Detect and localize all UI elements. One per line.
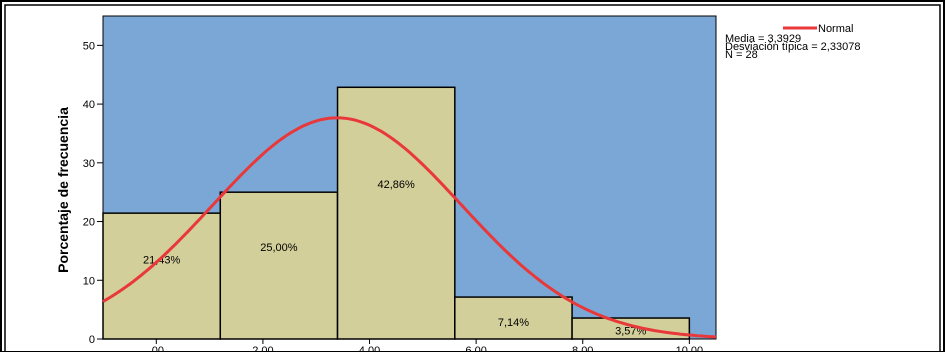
x-tick-label: 8.00 (572, 345, 593, 352)
y-tick-label: 20 (83, 217, 95, 229)
x-tick-label: .00 (149, 345, 164, 352)
legend-normal-label: Normal (818, 23, 853, 35)
x-axis: .00 2.00 4.00 6.00 8.00 10.00 (149, 339, 704, 357)
bar-data-label-1: 21,43% (143, 254, 181, 266)
histogram-bar-5 (571, 317, 691, 340)
y-axis-label: Porcentaje de frecuencia (55, 107, 71, 273)
bar-data-label-3: 42,86% (378, 179, 416, 191)
bar-group (102, 86, 691, 340)
histogram-bar-3 (336, 86, 456, 340)
bar-data-label-2: 25,00% (260, 242, 298, 254)
y-tick-label: 50 (83, 40, 95, 52)
x-tick-label: 4.00 (359, 345, 380, 352)
legend: Normal Media = 3,3929 Desviación típica … (725, 23, 860, 61)
histogram-bar-2 (219, 191, 339, 340)
x-tick-label: 10.00 (676, 345, 704, 352)
y-tick-label: 0 (89, 334, 95, 346)
legend-line-media: Media = 3,3929 (725, 33, 801, 45)
y-tick-label: 30 (83, 158, 95, 170)
bar-data-label-4: 7,14% (498, 317, 529, 329)
histogram-bar-1 (102, 212, 222, 340)
y-axis: 0 10 20 30 40 50 (83, 40, 103, 346)
x-tick-label: 2.00 (252, 345, 273, 352)
histogram-bar-4 (454, 296, 573, 340)
y-tick-label: 40 (83, 99, 95, 111)
legend-line-n: N = 28 (725, 49, 758, 61)
normal-curve (102, 116, 717, 339)
x-tick-label: 6.00 (465, 345, 486, 352)
legend-line-desviacion: Desviación típica = 2,33078 (725, 41, 860, 53)
y-tick-label: 10 (83, 275, 95, 287)
